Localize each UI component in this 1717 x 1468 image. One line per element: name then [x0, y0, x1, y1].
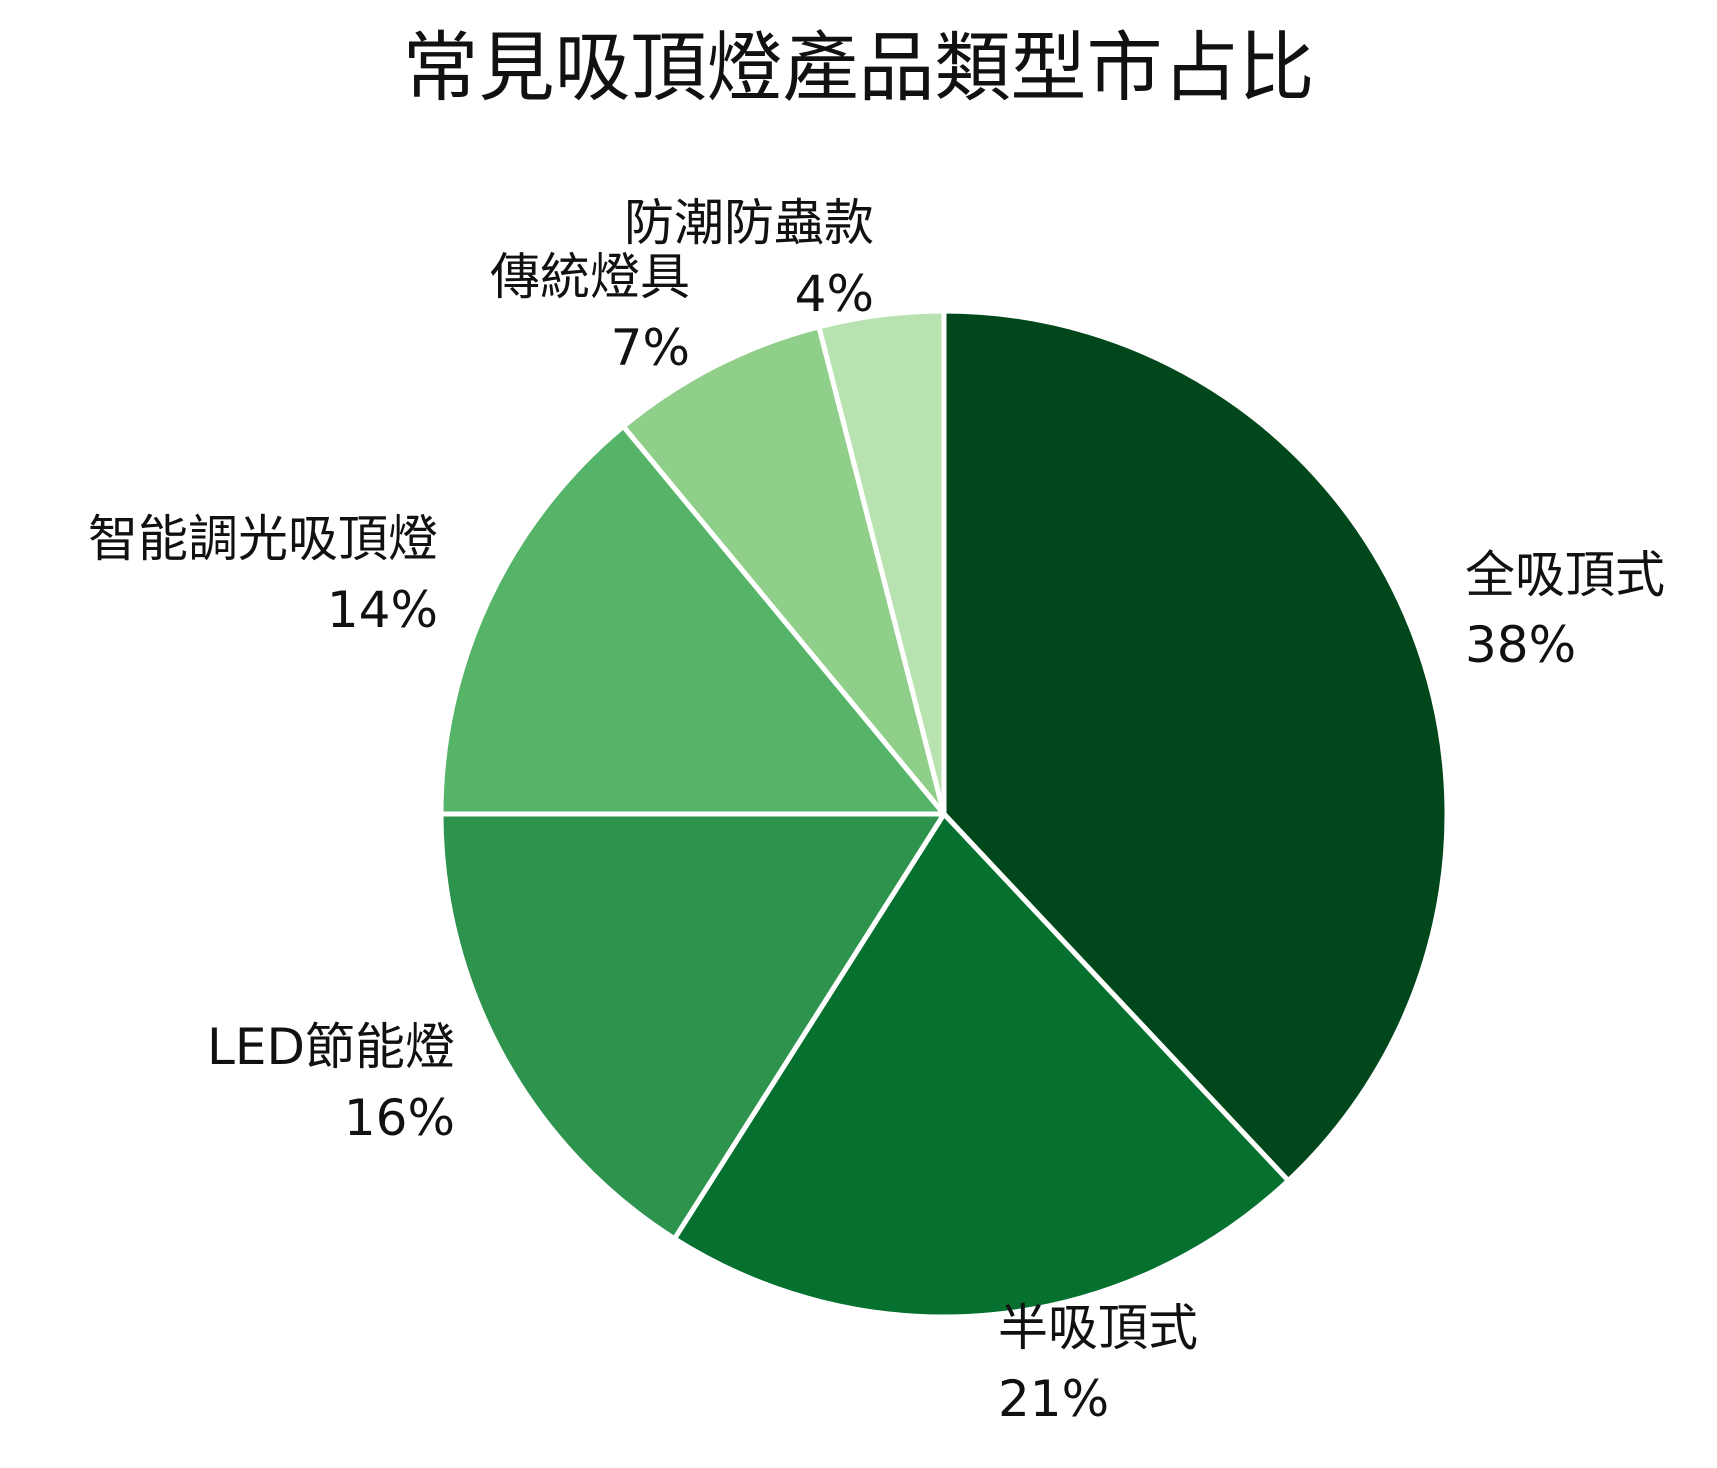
- pie-slice-2: [671, 811, 1291, 1320]
- pie-slices: [438, 308, 1450, 1320]
- slice-category-label: 智能調光吸頂燈: [88, 510, 438, 568]
- slice-category-label: 半吸頂式: [998, 1299, 1198, 1357]
- slice-category-label: 全吸頂式: [1465, 546, 1665, 604]
- chart-title: 常見吸頂燈產品類型市占比: [402, 23, 1315, 112]
- slice-value-label: 7%: [611, 319, 690, 377]
- pie-slice-6: [816, 308, 947, 817]
- slice-category-label: 傳統燈具: [490, 248, 690, 306]
- pie-slice-4: [438, 423, 947, 817]
- pie-slice-5: [620, 324, 947, 817]
- slice-category-label: LED節能燈: [207, 1018, 455, 1076]
- slice-value-label: 14%: [327, 581, 438, 639]
- slice-value-label: 21%: [998, 1370, 1109, 1428]
- pie-slice-1: [941, 308, 1450, 1184]
- slice-category-label: 防潮防蟲款: [624, 194, 874, 252]
- pie-labels: 全吸頂式 38% 半吸頂式 21% LED節能燈 16% 智能調光吸頂燈 14% 傳統燈具 7% 防…: [88, 194, 1665, 1428]
- slice-value-label: 38%: [1465, 616, 1576, 674]
- slice-value-label: 16%: [344, 1089, 455, 1147]
- pie-slice-3: [438, 811, 947, 1242]
- slice-value-label: 4%: [795, 265, 874, 323]
